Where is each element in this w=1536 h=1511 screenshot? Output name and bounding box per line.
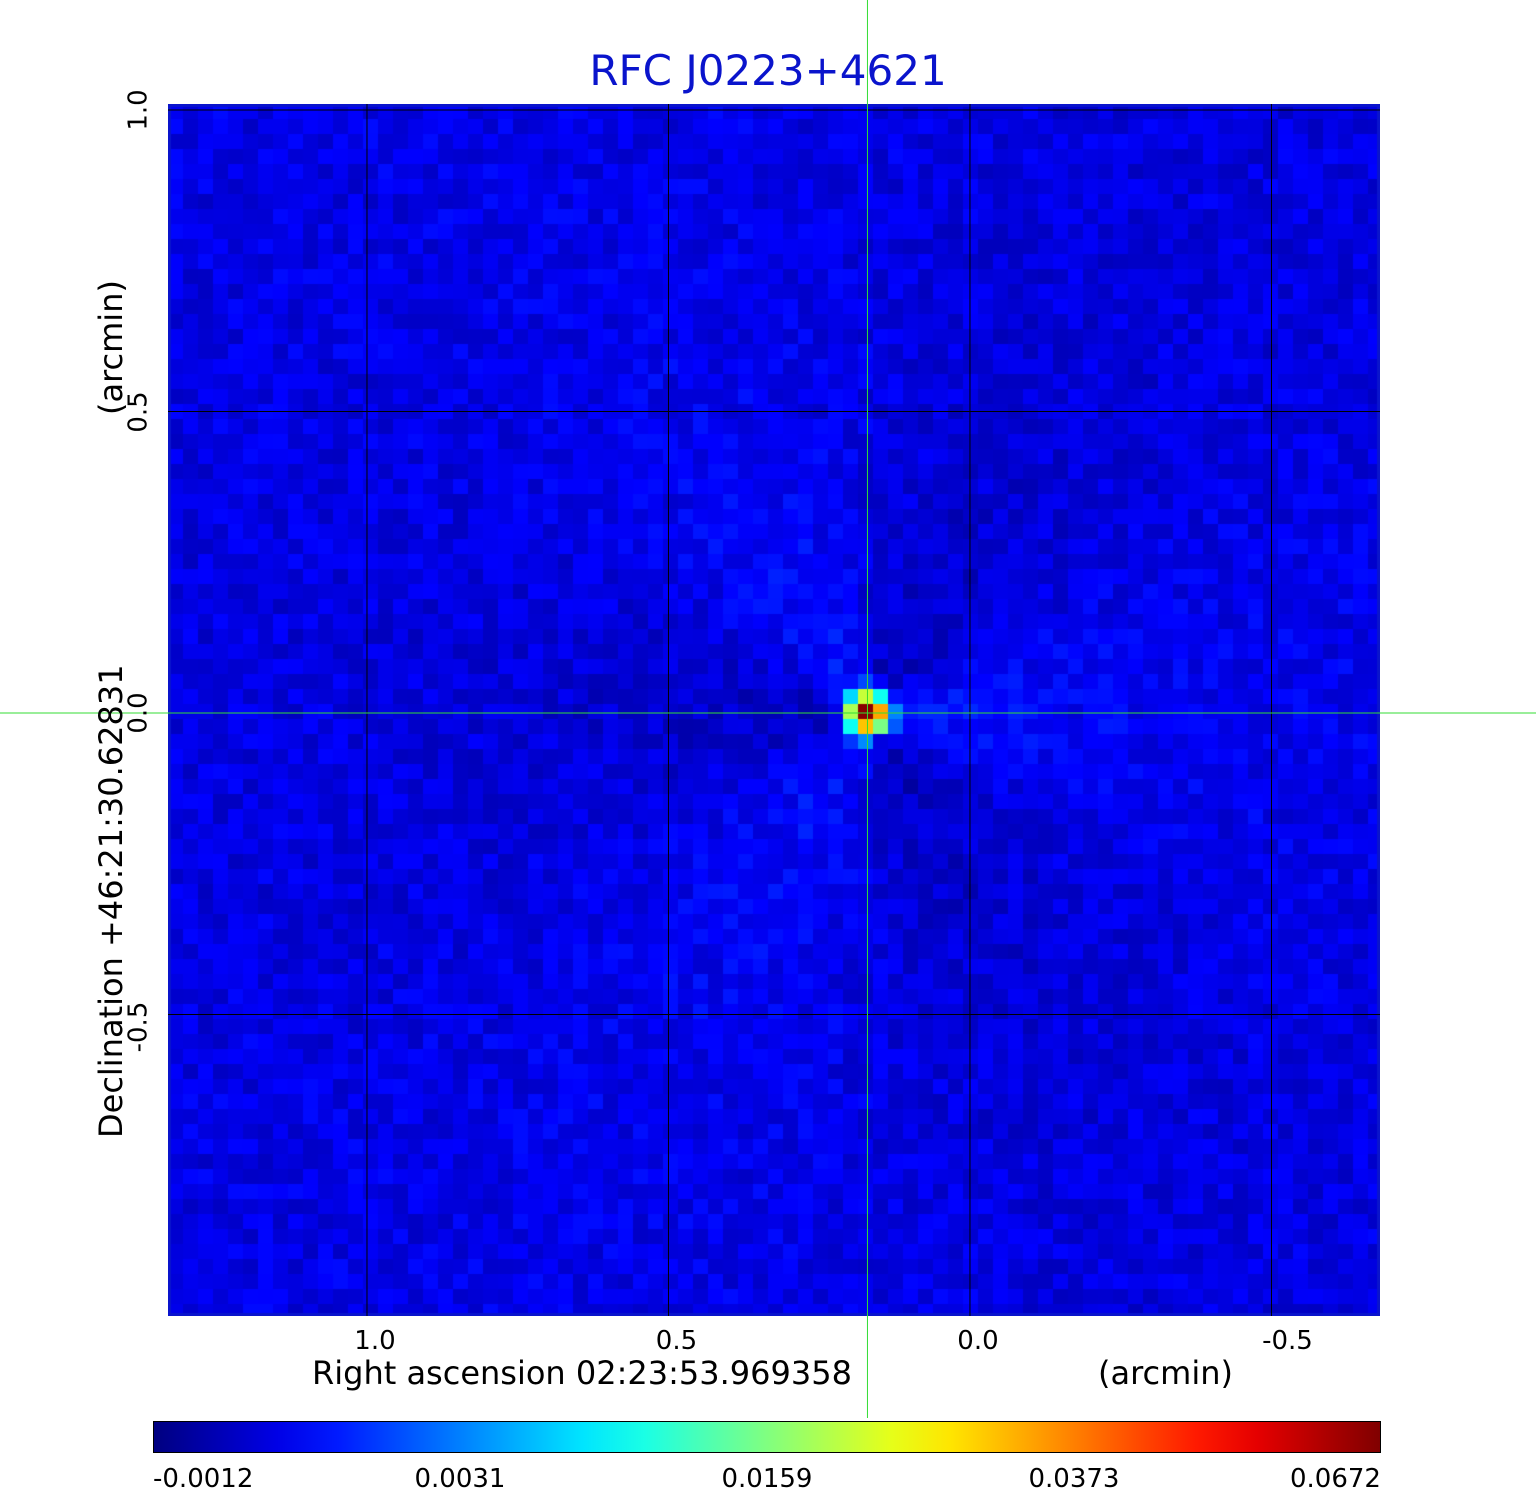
- colorbar-tick-label: -0.0012: [153, 1464, 254, 1494]
- colorbar-tick-label: 0.0159: [721, 1464, 813, 1494]
- colorbar-tick-label: 0.0672: [1290, 1464, 1381, 1494]
- colorbar-tick-label: 0.0031: [414, 1464, 506, 1494]
- y-axis-unit: (arcmin): [92, 280, 130, 415]
- x-tick-label: 0.0: [957, 1326, 999, 1356]
- x-tick-label: 0.5: [655, 1326, 698, 1356]
- colorbar-tick-label: 0.0373: [1028, 1464, 1120, 1494]
- x-tick-label: -0.5: [1262, 1326, 1313, 1356]
- grid-overlay: [168, 104, 1380, 1316]
- sky-image[interactable]: [168, 104, 1380, 1316]
- intensity-map: [168, 104, 1380, 1316]
- y-tick-label: 1.0: [123, 89, 154, 131]
- chart-title: RFC J0223+4621: [589, 46, 947, 95]
- x-axis-unit: (arcmin): [1098, 1354, 1233, 1392]
- y-axis-label: Declination +46:21:30.62831: [92, 664, 130, 1138]
- colorbar: [153, 1421, 1381, 1453]
- x-tick-label: 1.0: [354, 1326, 396, 1356]
- x-axis-label: Right ascension 02:23:53.969358: [312, 1354, 852, 1392]
